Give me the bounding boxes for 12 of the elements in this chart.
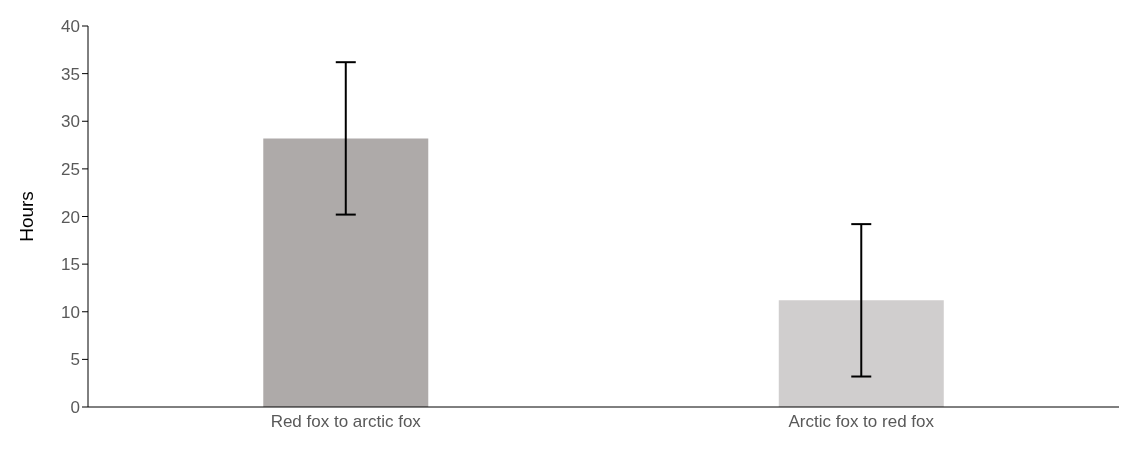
y-tick-label: 15	[61, 255, 80, 275]
y-tick-label: 0	[70, 398, 80, 418]
y-tick-label: 5	[70, 350, 80, 370]
x-tick-label: Red fox to arctic fox	[270, 412, 422, 432]
y-tick-label: 10	[61, 302, 80, 322]
y-tick-label: 35	[61, 64, 80, 84]
y-tick-label: 30	[61, 112, 80, 132]
y-tick-label: 40	[61, 17, 80, 37]
y-tick-label: 25	[61, 159, 80, 179]
y-tick-label: 20	[61, 207, 80, 227]
x-tick-label: Arctic fox to red fox	[788, 412, 935, 432]
y-axis-title: Hours	[15, 191, 37, 242]
